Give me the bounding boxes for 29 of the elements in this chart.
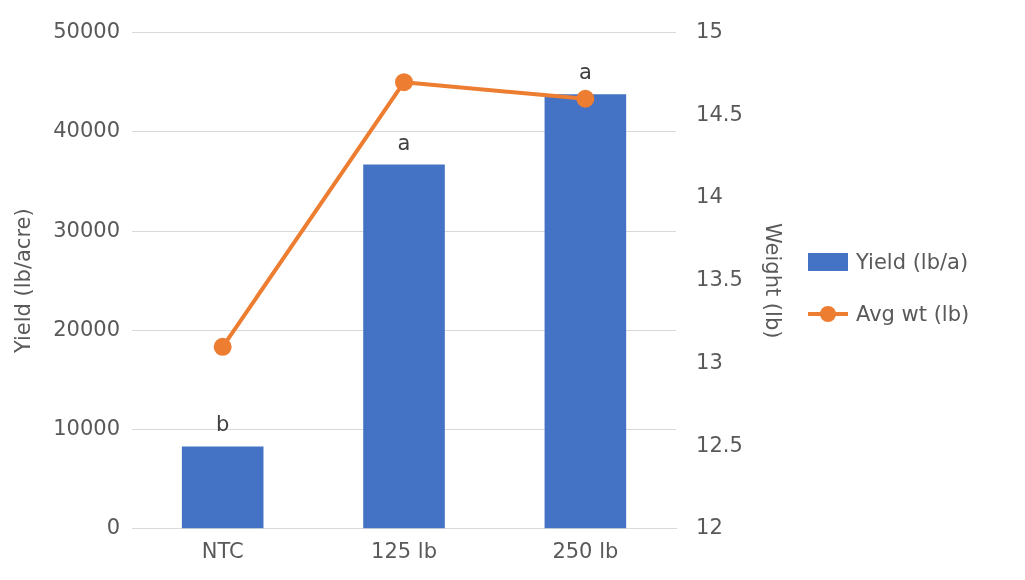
- bar: [363, 164, 445, 529]
- x-tick-label: 125 lb: [371, 538, 437, 563]
- y-tick-label: 0: [106, 515, 120, 540]
- y2-axis-title: Weight (lb): [760, 223, 785, 339]
- y2-tick-label: 12: [696, 515, 723, 540]
- y2-tick-label: 14.5: [696, 101, 743, 126]
- y2-tick-label: 12.5: [696, 432, 743, 457]
- x-tick-label: NTC: [201, 538, 244, 563]
- y2-tick-label: 14: [696, 184, 723, 209]
- y2-tick-label: 13.5: [696, 267, 743, 292]
- y-axis-title: Yield (lb/acre): [11, 208, 36, 355]
- point: [213, 337, 232, 356]
- y-tick-label: 50000: [53, 19, 120, 44]
- bar: [544, 94, 627, 529]
- y2-tick-label: 13: [696, 349, 723, 374]
- annotation: a: [397, 130, 411, 155]
- y-tick-label: 20000: [53, 316, 120, 341]
- annotation: a: [578, 60, 592, 85]
- point: [395, 73, 414, 92]
- legend-label: Yield (lb/a): [856, 250, 969, 274]
- point: [576, 89, 595, 108]
- legend-label: Avg wt (lb): [856, 302, 970, 326]
- y-tick-label: 10000: [53, 416, 120, 441]
- annotation: b: [216, 412, 230, 437]
- y-tick-label: 40000: [53, 118, 120, 143]
- x-tick-label: 250 lb: [552, 538, 619, 563]
- y-tick-label: 30000: [53, 217, 120, 242]
- bar: [181, 446, 264, 529]
- y2-tick-label: 15: [696, 19, 723, 44]
